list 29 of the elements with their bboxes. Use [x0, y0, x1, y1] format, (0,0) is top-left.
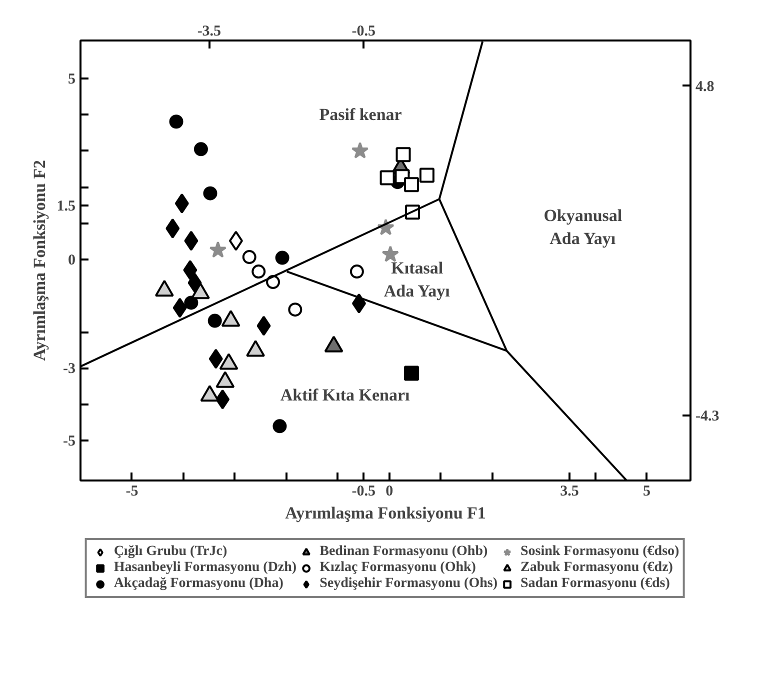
annotation: Pasif kenar	[319, 105, 402, 124]
y-tick-label: 5	[68, 72, 76, 88]
legend-label: Kızlaç Formasyonu (Ohk)	[320, 560, 476, 576]
y-tick-label: 1.5	[56, 198, 76, 214]
y-tick-label: -3	[63, 361, 76, 378]
annotation: Aktif Kıta Kenarı	[280, 386, 410, 405]
x-axis-title: Ayrımlaşma Fonksiyonu F1	[285, 504, 486, 522]
x-tick-label: 0	[386, 484, 394, 500]
legend-label: Zabuk Formasyonu (€dz)	[520, 560, 673, 576]
legend-label: Sosink Formasyonu (€dso)	[520, 544, 680, 560]
x-tick-label: 5	[642, 484, 650, 500]
x2-tick-label: -0.5	[352, 24, 376, 40]
y2-tick-label: -4.3	[696, 408, 720, 424]
legend-label: Çığlı Grubu (TrJc)	[114, 544, 228, 560]
legend-label: Sadan Formasyonu (€ds)	[520, 576, 670, 592]
x-tick-label: -0.5	[352, 484, 376, 500]
annotation: Okyanusal Ada Yayı	[544, 206, 622, 248]
y-tick-label: -5	[63, 434, 76, 450]
y2-tick-label: 4.8	[696, 78, 714, 95]
y-axis-title: Ayrımlaşma Fonksiyonu F2	[30, 160, 49, 361]
legend-label: Hasanbeyli Formasyonu (Dzh)	[114, 560, 297, 576]
legend-label: Seydişehir Formasyonu (Ohs)	[320, 576, 498, 592]
legend-label: Akçadağ Formasyonu (Dha)	[114, 576, 284, 592]
x2-tick-label: -3.5	[197, 24, 222, 40]
x-tick-label: -5	[126, 484, 138, 500]
x-tick-label: 3.5	[560, 484, 579, 500]
annotation: Kıtasal Ada Yayı	[384, 258, 450, 300]
y-tick-label: 0	[68, 252, 76, 269]
legend-label: Bedinan Formasyonu (Ohb)	[320, 544, 488, 560]
